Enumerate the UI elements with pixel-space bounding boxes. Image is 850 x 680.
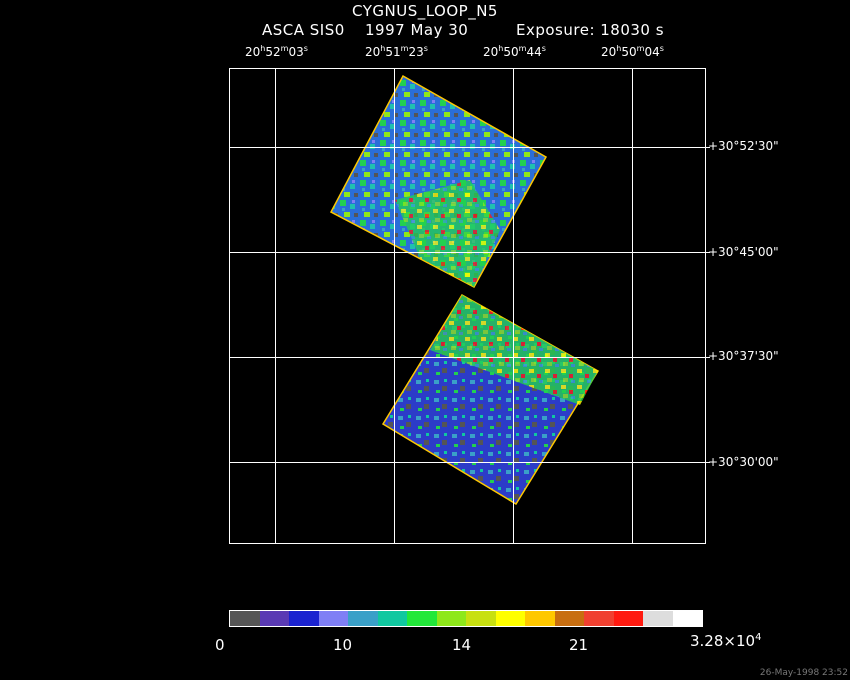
colorbar-label-max: 3.28×104 bbox=[690, 632, 762, 650]
colorbar-swatch-5 bbox=[348, 611, 378, 626]
dec-label-3: +30°37'30" bbox=[708, 349, 779, 363]
ra-label-1: 20h52m03s bbox=[245, 44, 308, 59]
colorbar-swatch-16 bbox=[672, 611, 702, 626]
colorbar-swatch-7 bbox=[407, 611, 437, 626]
coordinate-grid bbox=[229, 68, 710, 543]
observation-date: 1997 May 30 bbox=[365, 21, 469, 39]
colorbar-swatch-11 bbox=[525, 611, 555, 626]
colorbar-swatch-15 bbox=[643, 611, 673, 626]
dec-label-2: +30°45'00" bbox=[708, 245, 779, 259]
colorbar-swatch-12 bbox=[554, 611, 584, 626]
colorbar-swatch-8 bbox=[436, 611, 466, 626]
plot-frame bbox=[229, 68, 706, 544]
plot-timestamp: 26-May-1998 23:52 bbox=[759, 668, 848, 678]
exposure-label: Exposure: 18030 s bbox=[516, 21, 665, 39]
dec-label-1: +30°52'30" bbox=[708, 139, 779, 153]
colorbar-swatch-3 bbox=[289, 611, 319, 626]
ccd-chip-upper-bright-region bbox=[395, 180, 500, 287]
color-scale-bar bbox=[229, 610, 703, 627]
colorbar-label-4: 21 bbox=[569, 636, 589, 654]
instrument-label: ASCA SIS0 bbox=[262, 21, 345, 39]
image-title: CYGNUS_LOOP_N5 bbox=[352, 2, 498, 20]
colorbar-label-3: 14 bbox=[452, 636, 472, 654]
colorbar-label-2: 10 bbox=[333, 636, 353, 654]
colorbar-swatch-13 bbox=[584, 611, 614, 626]
colorbar-swatch-4 bbox=[318, 611, 348, 626]
colorbar-swatch-1 bbox=[230, 611, 260, 626]
dec-label-4: +30°30'00" bbox=[708, 455, 779, 469]
colorbar-label-min: 0 bbox=[215, 636, 225, 654]
colorbar-swatch-14 bbox=[613, 611, 643, 626]
colorbar-swatch-6 bbox=[377, 611, 407, 626]
colorbar-swatch-2 bbox=[259, 611, 289, 626]
ra-label-3: 20h50m44s bbox=[483, 44, 546, 59]
colorbar-swatch-10 bbox=[495, 611, 525, 626]
colorbar-swatch-9 bbox=[466, 611, 496, 626]
ra-label-4: 20h50m04s bbox=[601, 44, 664, 59]
ra-label-2: 20h51m23s bbox=[365, 44, 428, 59]
